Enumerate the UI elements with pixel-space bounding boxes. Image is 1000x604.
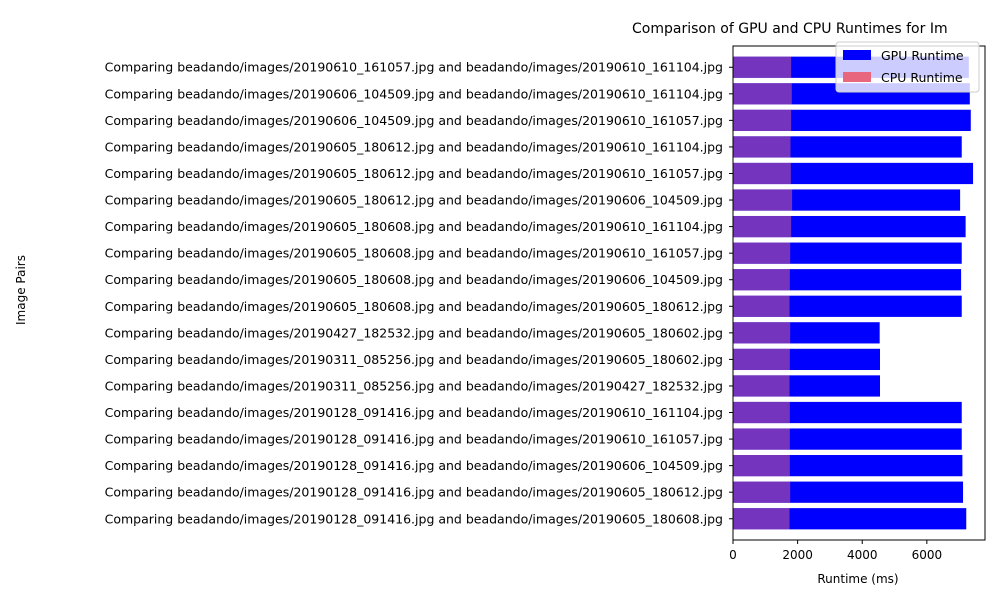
cpu-bar-6	[733, 215, 792, 238]
cpu-bar-12	[733, 375, 790, 397]
legend: GPU Runtime CPU Runtime	[835, 41, 980, 93]
cpu-bar-3	[733, 136, 791, 158]
y-tick-label-7: Comparing beadando/images/20190605_18060…	[105, 246, 723, 261]
gpu-bar-16	[733, 481, 964, 503]
cpu-bar-4	[733, 162, 791, 185]
x-tick-label-3: 6000	[912, 548, 943, 562]
legend-box	[835, 41, 980, 93]
y-tick-label-16: Comparing beadando/images/20190128_09141…	[105, 485, 723, 500]
x-tick-label-1: 2000	[782, 548, 813, 562]
cpu-bar-5	[733, 189, 793, 211]
y-tick-label-10: Comparing beadando/images/20190427_18253…	[105, 325, 723, 340]
cpu-bar-14	[733, 428, 790, 450]
axes-layer: Comparing beadando/images/20190610_16105…	[105, 45, 986, 562]
gpu-bar-2	[733, 109, 971, 131]
y-tick-label-17: Comparing beadando/images/20190128_09141…	[105, 511, 723, 526]
x-tick-label-0: 0	[729, 548, 737, 562]
cpu-bar-10	[733, 322, 791, 344]
cpu-bar-17	[733, 508, 790, 530]
y-tick-label-5: Comparing beadando/images/20190605_18061…	[105, 193, 723, 208]
cpu-bar-0	[733, 56, 792, 78]
y-tick-label-2: Comparing beadando/images/20190606_10450…	[105, 113, 723, 128]
gpu-bar-4	[733, 162, 974, 185]
y-tick-label-11: Comparing beadando/images/20190311_08525…	[105, 352, 723, 367]
cpu-bar-15	[733, 455, 790, 477]
gpu-bar-8	[733, 269, 962, 291]
y-tick-label-14: Comparing beadando/images/20190128_09141…	[105, 432, 723, 447]
y-tick-label-8: Comparing beadando/images/20190605_18060…	[105, 272, 723, 287]
cpu-bar-2	[733, 109, 792, 131]
y-tick-label-6: Comparing beadando/images/20190605_18060…	[105, 219, 723, 234]
y-tick-label-0: Comparing beadando/images/20190610_16105…	[105, 60, 723, 75]
y-tick-label-1: Comparing beadando/images/20190606_10450…	[105, 86, 723, 101]
y-tick-label-15: Comparing beadando/images/20190128_09141…	[105, 458, 723, 473]
cpu-bar-1	[733, 83, 792, 105]
cpu-legend-swatch	[843, 72, 871, 82]
gpu-bar-17	[733, 508, 967, 530]
cpu-bar-9	[733, 295, 790, 317]
gpu-bar-14	[733, 428, 962, 450]
y-tick-label-12: Comparing beadando/images/20190311_08525…	[105, 378, 723, 393]
y-axis-label: Image Pairs	[14, 255, 28, 325]
y-tick-label-13: Comparing beadando/images/20190128_09141…	[105, 405, 723, 420]
y-tick-label-3: Comparing beadando/images/20190605_18061…	[105, 139, 723, 154]
chart-title: Comparison of GPU and CPU Runtimes for I…	[632, 21, 948, 37]
gpu-bar-13	[733, 401, 962, 424]
gpu-bar-9	[733, 295, 962, 317]
cpu-bar-7	[733, 242, 791, 264]
gpu-bar-15	[733, 455, 963, 477]
gpu-legend-swatch	[843, 50, 871, 60]
cpu-bar-16	[733, 481, 791, 503]
y-tick-label-9: Comparing beadando/images/20190605_18060…	[105, 299, 723, 314]
y-tick-label-4: Comparing beadando/images/20190605_18061…	[105, 166, 723, 181]
bars-layer	[733, 56, 974, 530]
cpu-bar-11	[733, 348, 790, 371]
cpu-bar-8	[733, 269, 790, 291]
x-tick-label-2: 4000	[847, 548, 878, 562]
x-axis-label: Runtime (ms)	[817, 572, 898, 586]
cpu-bar-13	[733, 401, 790, 424]
cpu-legend-label: CPU Runtime	[881, 70, 963, 85]
gpu-legend-label: GPU Runtime	[881, 48, 964, 63]
